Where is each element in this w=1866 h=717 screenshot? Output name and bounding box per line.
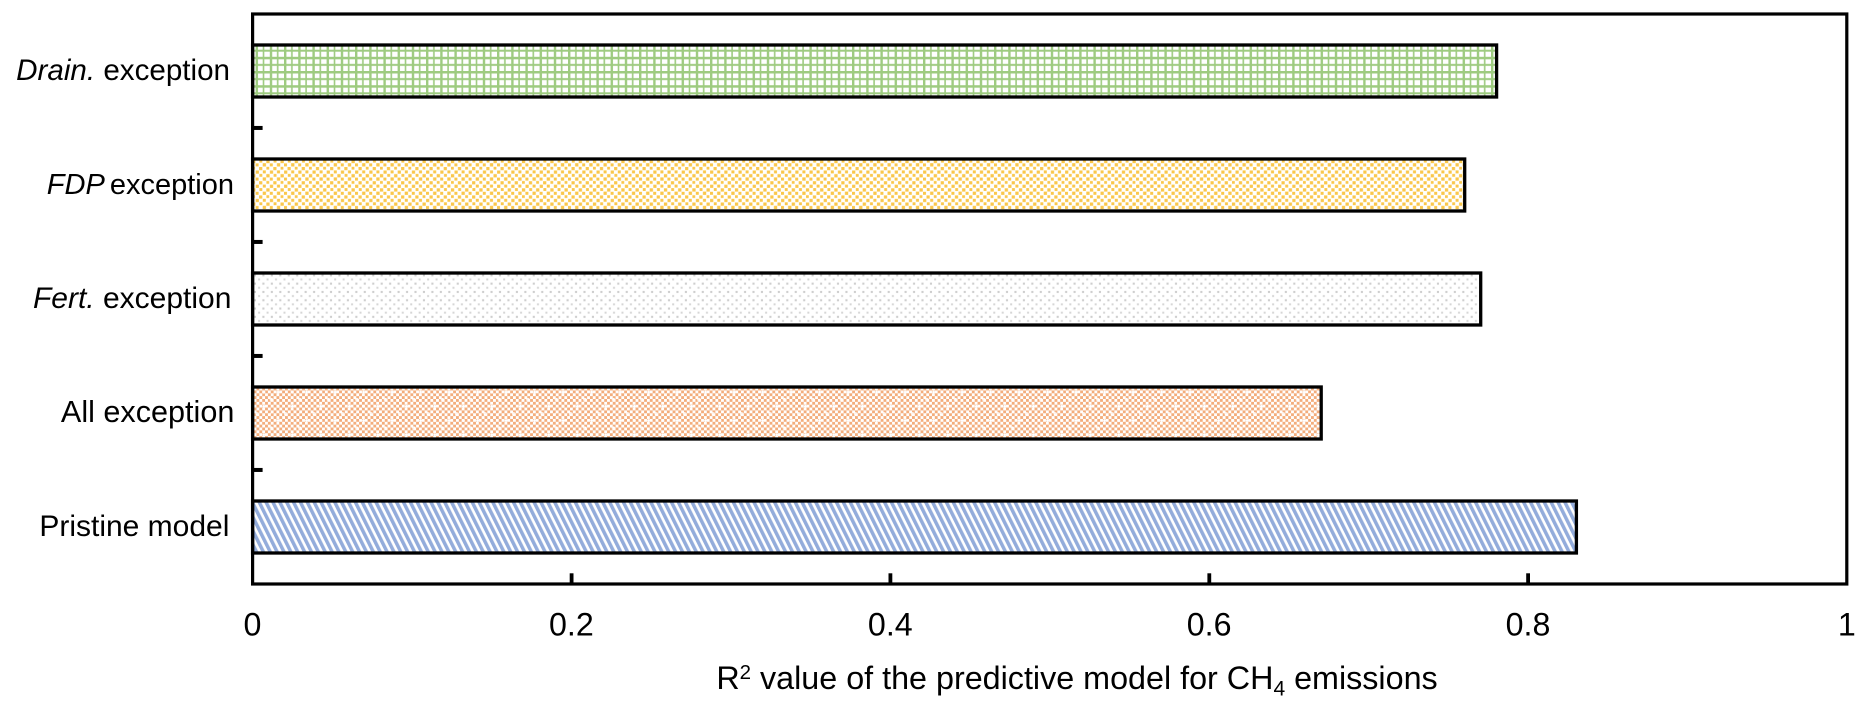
svg-text:0: 0 (243, 607, 261, 643)
svg-text:Fert. exception: Fert. exception (33, 282, 231, 315)
svg-text:1: 1 (1838, 607, 1856, 643)
svg-text:0.2: 0.2 (549, 607, 594, 643)
svg-text:0.8: 0.8 (1506, 607, 1551, 643)
svg-text:Pristine model: Pristine model (39, 510, 229, 543)
svg-text:All exception: All exception (61, 395, 234, 429)
svg-text:0.4: 0.4 (868, 607, 913, 643)
svg-text:0.6: 0.6 (1187, 607, 1232, 643)
svg-text:R2 value of the predictive mod: R2 value of the predictive model for CH4… (716, 660, 1437, 701)
svg-text:FDP exception: FDP exception (47, 169, 234, 201)
svg-text:Drain. exception: Drain. exception (16, 54, 230, 87)
